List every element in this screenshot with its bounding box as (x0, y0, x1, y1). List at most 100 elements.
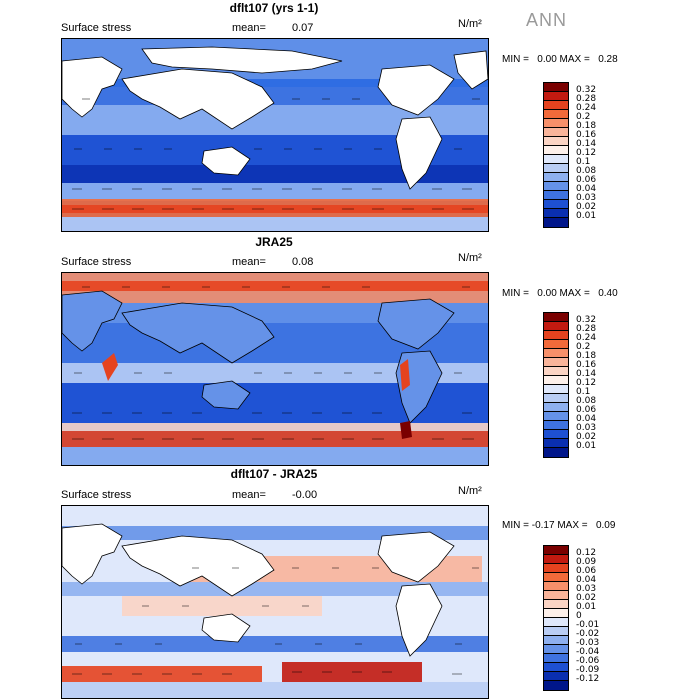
colorbar-tick-label: -0.06 (576, 656, 600, 666)
mean-value-reanalysis: 0.08 (292, 256, 314, 268)
colorbar-tick-label: 0.1 (576, 157, 591, 167)
colorbar-swatch (544, 672, 568, 681)
colorbar-tick-label: 0.01 (576, 441, 597, 451)
colorbar-swatch (544, 200, 568, 209)
colorbar-swatch (544, 421, 568, 430)
colorbar-tick-label: -0.12 (576, 674, 600, 684)
colorbar-tick-label: 0.14 (576, 369, 597, 379)
colorbar-tick-label: 0.03 (576, 584, 597, 594)
wind-vectors (72, 567, 479, 675)
colorbar-tick-label: 0.06 (576, 405, 597, 415)
colorbar-swatch (544, 582, 568, 591)
max-value: 0.09 (595, 520, 616, 531)
colorbar-tick-label: 0.03 (576, 193, 597, 203)
colorbar-swatch (544, 349, 568, 358)
colorbar-swatch (544, 209, 568, 218)
colorbar-tick-label: 0.03 (576, 423, 597, 433)
colorbar-swatch (544, 681, 568, 690)
mean-value-difference: -0.00 (292, 489, 318, 501)
max-label: MAX = (559, 288, 590, 299)
colorbar-swatch (544, 618, 568, 627)
colorbar-tick-label: 0.24 (576, 103, 597, 113)
colorbar-model (543, 82, 569, 228)
colorbar-swatch (544, 654, 568, 663)
land (62, 523, 455, 657)
colorbar-labels-reanalysis: 0.32 0.28 0.24 0.2 0.18 0.16 0.14 0.12 0… (576, 316, 596, 451)
panel-subtitle-difference: Surface stress (61, 489, 132, 501)
colorbar-swatch (544, 394, 568, 403)
colorbar-tick-label: 0.28 (576, 94, 597, 104)
mean-label-reanalysis: mean= (232, 256, 266, 268)
colorbar-tick-label: 0.14 (576, 139, 597, 149)
colorbar-tick-label: -0.01 (576, 620, 600, 630)
map-reanalysis-stress (61, 272, 489, 466)
colorbar-tick-label: 0.2 (576, 342, 591, 352)
colorbar-swatch (544, 322, 568, 331)
colorbar-swatch (544, 331, 568, 340)
colorbar-tick-label: 0.02 (576, 432, 597, 442)
map-difference-stress (61, 505, 489, 699)
min-label: MIN = (502, 54, 529, 65)
min-value: 0.00 (537, 288, 557, 299)
units-label-model: N/m² (458, 18, 482, 30)
max-label: MAX = (557, 520, 588, 531)
mean-label-difference: mean= (232, 489, 266, 501)
colorbar-tick-label: 0.08 (576, 396, 597, 406)
colorbar-tick-label: 0.02 (576, 202, 597, 212)
max-value: 0.28 (598, 54, 618, 65)
land (62, 290, 455, 424)
minmax-reanalysis: MIN = 0.00 MAX = 0.40 (502, 288, 618, 299)
colorbar-swatch (544, 403, 568, 412)
colorbar-tick-label: 0.12 (576, 548, 597, 558)
max-value: 0.40 (598, 288, 618, 299)
colorbar-labels-difference: 0.12 0.09 0.06 0.04 0.03 0.02 0.01 0 -0.… (576, 549, 599, 684)
colorbar-tick-label: 0.18 (576, 351, 597, 361)
colorbar-swatch (544, 146, 568, 155)
colorbar-swatch (544, 101, 568, 110)
colorbar-swatch (544, 164, 568, 173)
panel-title-reanalysis: JRA25 (255, 235, 293, 249)
colorbar-swatch (544, 573, 568, 582)
colorbar-swatch (544, 119, 568, 128)
max-label: MAX = (559, 54, 590, 65)
colorbar-swatch (544, 627, 568, 636)
colorbar-tick-label: -0.09 (576, 665, 600, 675)
colorbar-swatch (544, 555, 568, 564)
minmax-difference: MIN = -0.17 MAX = 0.09 (502, 520, 615, 531)
units-label-difference: N/m² (458, 485, 482, 497)
colorbar-swatch (544, 173, 568, 182)
colorbar-tick-label: 0.06 (576, 175, 597, 185)
colorbar-swatch (544, 128, 568, 137)
colorbar-tick-label: 0.32 (576, 85, 597, 95)
colorbar-swatch (544, 367, 568, 376)
colorbar-swatch (544, 137, 568, 146)
land (62, 46, 488, 190)
colorbar-tick-label: -0.02 (576, 629, 600, 639)
colorbar-reanalysis (543, 312, 569, 458)
colorbar-tick-label: 0.1 (576, 387, 591, 397)
colorbar-tick-label: 0.32 (576, 315, 597, 325)
wind-vectors (72, 98, 480, 210)
colorbar-difference (543, 545, 569, 691)
colorbar-tick-label: 0.09 (576, 557, 597, 567)
colorbar-tick-label: -0.04 (576, 647, 600, 657)
mean-value-model: 0.07 (292, 22, 314, 34)
colorbar-swatch (544, 546, 568, 555)
colorbar-swatch (544, 448, 568, 457)
colorbar-tick-label: 0.16 (576, 130, 597, 140)
colorbar-swatch (544, 439, 568, 448)
colorbar-tick-label: 0.12 (576, 148, 597, 158)
minmax-model: MIN = 0.00 MAX = 0.28 (502, 54, 618, 65)
min-label: MIN = (502, 288, 529, 299)
colorbar-swatch (544, 313, 568, 322)
colorbar-swatch (544, 591, 568, 600)
colorbar-tick-label: 0.01 (576, 602, 597, 612)
units-label-reanalysis: N/m² (458, 252, 482, 264)
colorbar-swatch (544, 385, 568, 394)
season-label: ANN (526, 10, 568, 30)
min-value: 0.00 (537, 54, 557, 65)
colorbar-swatch (544, 376, 568, 385)
colorbar-tick-label: 0.01 (576, 211, 597, 221)
colorbar-tick-label: 0.16 (576, 360, 597, 370)
panel-subtitle-model: Surface stress (61, 22, 132, 34)
